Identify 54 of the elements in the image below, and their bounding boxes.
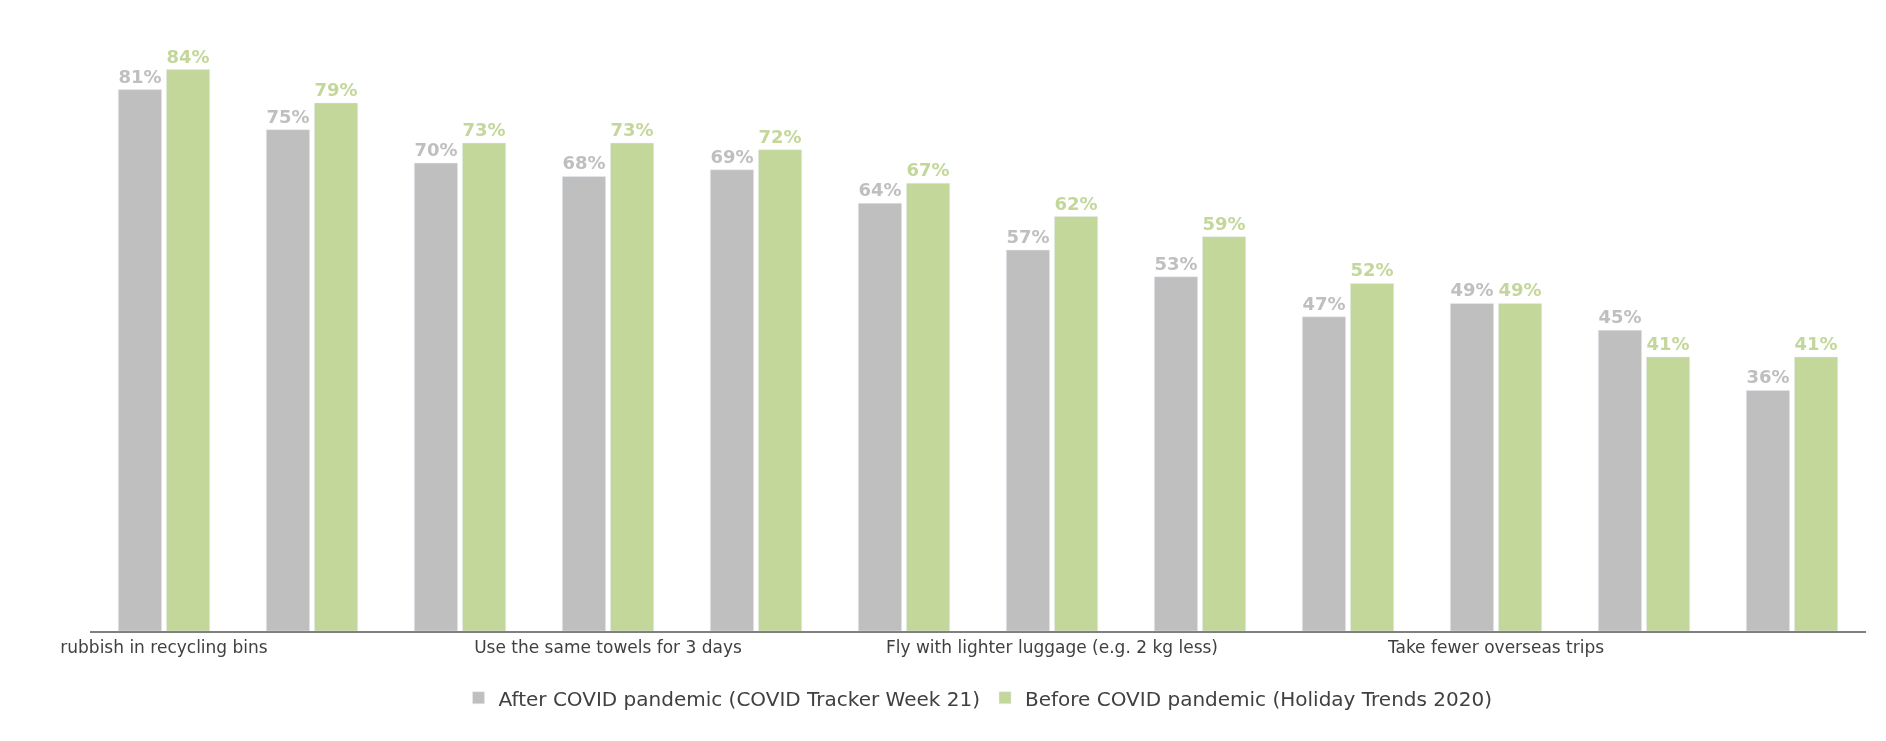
data-label: 41% (1794, 332, 1838, 354)
data-label: 72% (758, 125, 802, 147)
data-label: 57% (1006, 226, 1050, 248)
data-label: 68% (562, 152, 606, 174)
bar (710, 169, 754, 631)
data-label: 49% (1498, 279, 1542, 301)
data-label: 73% (462, 119, 506, 141)
bar (1006, 249, 1050, 631)
legend-label: Before COVID pandemic (Holiday Trends 2020) (1025, 686, 1493, 711)
bar (562, 176, 606, 631)
bar (610, 142, 654, 631)
data-label: 47% (1302, 292, 1346, 314)
bar (1498, 303, 1542, 631)
bar (1054, 216, 1098, 631)
data-label: 79% (314, 78, 358, 100)
bar (1450, 303, 1494, 631)
legend-label: After COVID pandemic (COVID Tracker Week 21) (498, 686, 981, 711)
data-label: 45% (1598, 306, 1642, 328)
bar (1746, 390, 1790, 631)
bar (414, 162, 458, 631)
data-label: 41% (1646, 332, 1690, 354)
bar (1302, 316, 1346, 631)
data-label: 69% (710, 145, 754, 167)
x-tick-label: Take fewer overseas trips (1386, 637, 1605, 658)
bar (1794, 356, 1838, 631)
x-tick-label: Use the same towels for 3 days (474, 637, 742, 658)
bar (266, 129, 310, 631)
data-label: 81% (118, 65, 162, 87)
data-label: 64% (858, 179, 902, 201)
data-label: 75% (266, 105, 310, 127)
bar (1646, 356, 1690, 631)
data-label: 53% (1154, 252, 1198, 274)
bar (462, 142, 506, 631)
bar (1598, 329, 1642, 631)
bar (1350, 283, 1394, 631)
bar (906, 182, 950, 631)
bar (314, 102, 358, 631)
data-label: 59% (1202, 212, 1246, 234)
data-label: 62% (1054, 192, 1098, 214)
bar (1202, 236, 1246, 631)
data-label: 84% (166, 45, 210, 67)
data-label: 36% (1746, 366, 1790, 388)
bar (758, 149, 802, 631)
data-label: 67% (906, 159, 950, 181)
data-label: 70% (414, 139, 458, 161)
bar (1154, 276, 1198, 631)
data-label: 73% (610, 119, 654, 141)
x-tick-label: rubbish in recycling bins (60, 637, 268, 658)
data-label: 49% (1450, 279, 1494, 301)
data-label: 52% (1350, 259, 1394, 281)
x-tick-label: Fly with lighter luggage (e.g. 2 kg less) (886, 637, 1218, 658)
bar (166, 69, 210, 631)
bar (858, 202, 902, 631)
bar (118, 89, 162, 631)
